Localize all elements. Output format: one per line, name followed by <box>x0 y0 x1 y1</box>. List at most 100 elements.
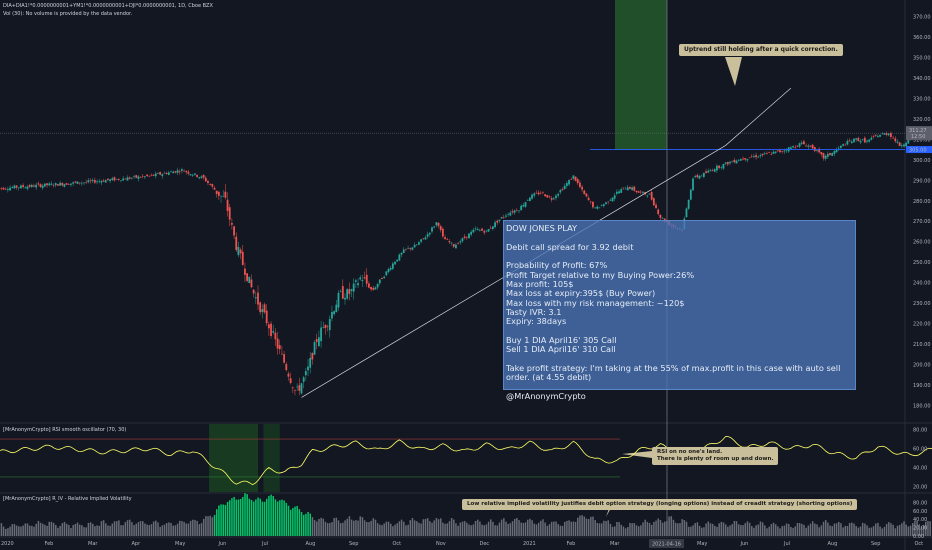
candle-body <box>15 185 18 188</box>
candle-body <box>74 181 77 183</box>
iv-bar <box>792 527 794 536</box>
candle-body <box>502 217 505 218</box>
price-axis[interactable]: 180.00 190.00 200.00 210.00 220.00 230.00 240.… <box>906 14 932 540</box>
candle-body <box>631 187 633 190</box>
candle-body <box>478 229 481 231</box>
candle-body <box>220 195 222 197</box>
candle-body <box>337 292 340 308</box>
candle-body <box>437 222 440 227</box>
candle-body <box>698 175 701 179</box>
iv-bar <box>851 522 853 536</box>
iv-bar <box>490 519 492 536</box>
iv-bar <box>128 519 131 536</box>
candle-body <box>737 160 740 161</box>
iv-bar <box>846 526 849 536</box>
iv-bar <box>96 525 98 536</box>
iv-bar <box>20 526 22 536</box>
candle-body <box>361 280 364 282</box>
candle-body <box>422 238 425 239</box>
iv-bar <box>888 522 890 536</box>
candle-body <box>328 319 331 331</box>
candle-body <box>585 193 588 197</box>
candle-body <box>100 181 103 183</box>
iv-bar <box>801 523 803 536</box>
iv-bar <box>483 525 485 536</box>
rsi-callout[interactable]: RSI on no one's land. There is plenty of… <box>652 447 779 465</box>
iv-bar <box>618 522 620 536</box>
iv-bar <box>679 523 681 536</box>
candle-body <box>531 194 533 199</box>
iv-bar <box>244 493 246 536</box>
iv-bar <box>735 521 738 536</box>
symbol-legend[interactable]: DIA+DIA1!*0.0000000001+YM1!*0.0000000001… <box>3 3 213 9</box>
candle-body <box>176 170 179 173</box>
candle-body <box>520 205 523 211</box>
iv-tick-label: 0.00 <box>913 534 924 540</box>
price-tick-label: 260.00 <box>913 240 931 246</box>
price-tick-label: 350.00 <box>913 55 931 61</box>
candle-body <box>63 184 66 187</box>
rsi-tick-label: 80.00 <box>913 428 927 434</box>
candle-body <box>650 192 653 200</box>
candle-body <box>133 176 135 177</box>
iv-bar <box>383 523 385 536</box>
iv-bar <box>59 525 61 536</box>
candle-body <box>570 179 573 180</box>
candle-body <box>561 189 564 191</box>
candle-body <box>209 184 212 185</box>
drawn-lines <box>0 57 905 517</box>
candle-body <box>435 222 438 226</box>
iv-bar <box>94 526 96 536</box>
iv-bar <box>433 520 435 536</box>
iv-bar <box>44 524 46 536</box>
candle-body <box>224 191 227 198</box>
iv-bar <box>583 516 586 536</box>
candle-body <box>485 230 488 232</box>
candle-body <box>413 244 416 248</box>
candle-body <box>524 202 527 207</box>
candle-body <box>705 171 707 174</box>
trend-line <box>301 87 792 398</box>
iv-bar <box>720 521 723 536</box>
candle-body <box>816 150 818 151</box>
iv-pane-title[interactable]: [MrAnonymCrypto] R_IV - Relative Implied… <box>3 496 132 502</box>
iv-bar <box>126 520 129 536</box>
iv-bar <box>540 520 542 536</box>
time-axis[interactable]: 2020 Feb Mar Apr May Jun Jul Aug Sep Oct Nov Dec 202… <box>1 539 923 548</box>
iv-bar <box>255 499 257 536</box>
candle-body <box>844 144 847 146</box>
time-tick-label: Mar <box>88 541 98 547</box>
iv-bar <box>385 521 388 536</box>
iv-bar <box>835 523 838 536</box>
rsi-pane-title[interactable]: [MrAnonymCrypto] RSI smooth oscillator (… <box>3 427 127 433</box>
iv-bar <box>246 494 248 536</box>
iv-bar <box>901 523 903 536</box>
candle-body <box>313 342 316 355</box>
candle-body <box>109 179 111 182</box>
candle-body <box>85 182 88 183</box>
candle-body <box>287 373 290 377</box>
iv-callout[interactable]: Low relative implied volatility justifie… <box>462 499 858 510</box>
candle-body <box>24 187 27 189</box>
iv-bar <box>857 527 860 536</box>
iv-bar <box>709 523 712 536</box>
candle-body <box>685 208 688 217</box>
uptrend-callout[interactable]: Uptrend still holding after a quick corr… <box>679 44 843 56</box>
trade-plan-textbox[interactable]: DOW JONES PLAY Debit call spread for 3.9… <box>503 220 856 401</box>
candle-body <box>28 185 31 187</box>
iv-bar <box>183 521 185 536</box>
candle-body <box>572 175 575 179</box>
iv-bar <box>305 513 307 536</box>
iv-bar <box>844 525 847 536</box>
iv-bar <box>724 524 727 536</box>
iv-bar <box>118 520 120 536</box>
candle-body <box>883 133 886 135</box>
iv-bar <box>353 520 355 536</box>
iv-bar <box>733 520 736 536</box>
candle-body <box>359 277 362 280</box>
iv-bar <box>102 520 105 536</box>
candle-body <box>200 176 203 178</box>
candle-body <box>411 247 414 250</box>
iv-bar <box>172 525 174 536</box>
